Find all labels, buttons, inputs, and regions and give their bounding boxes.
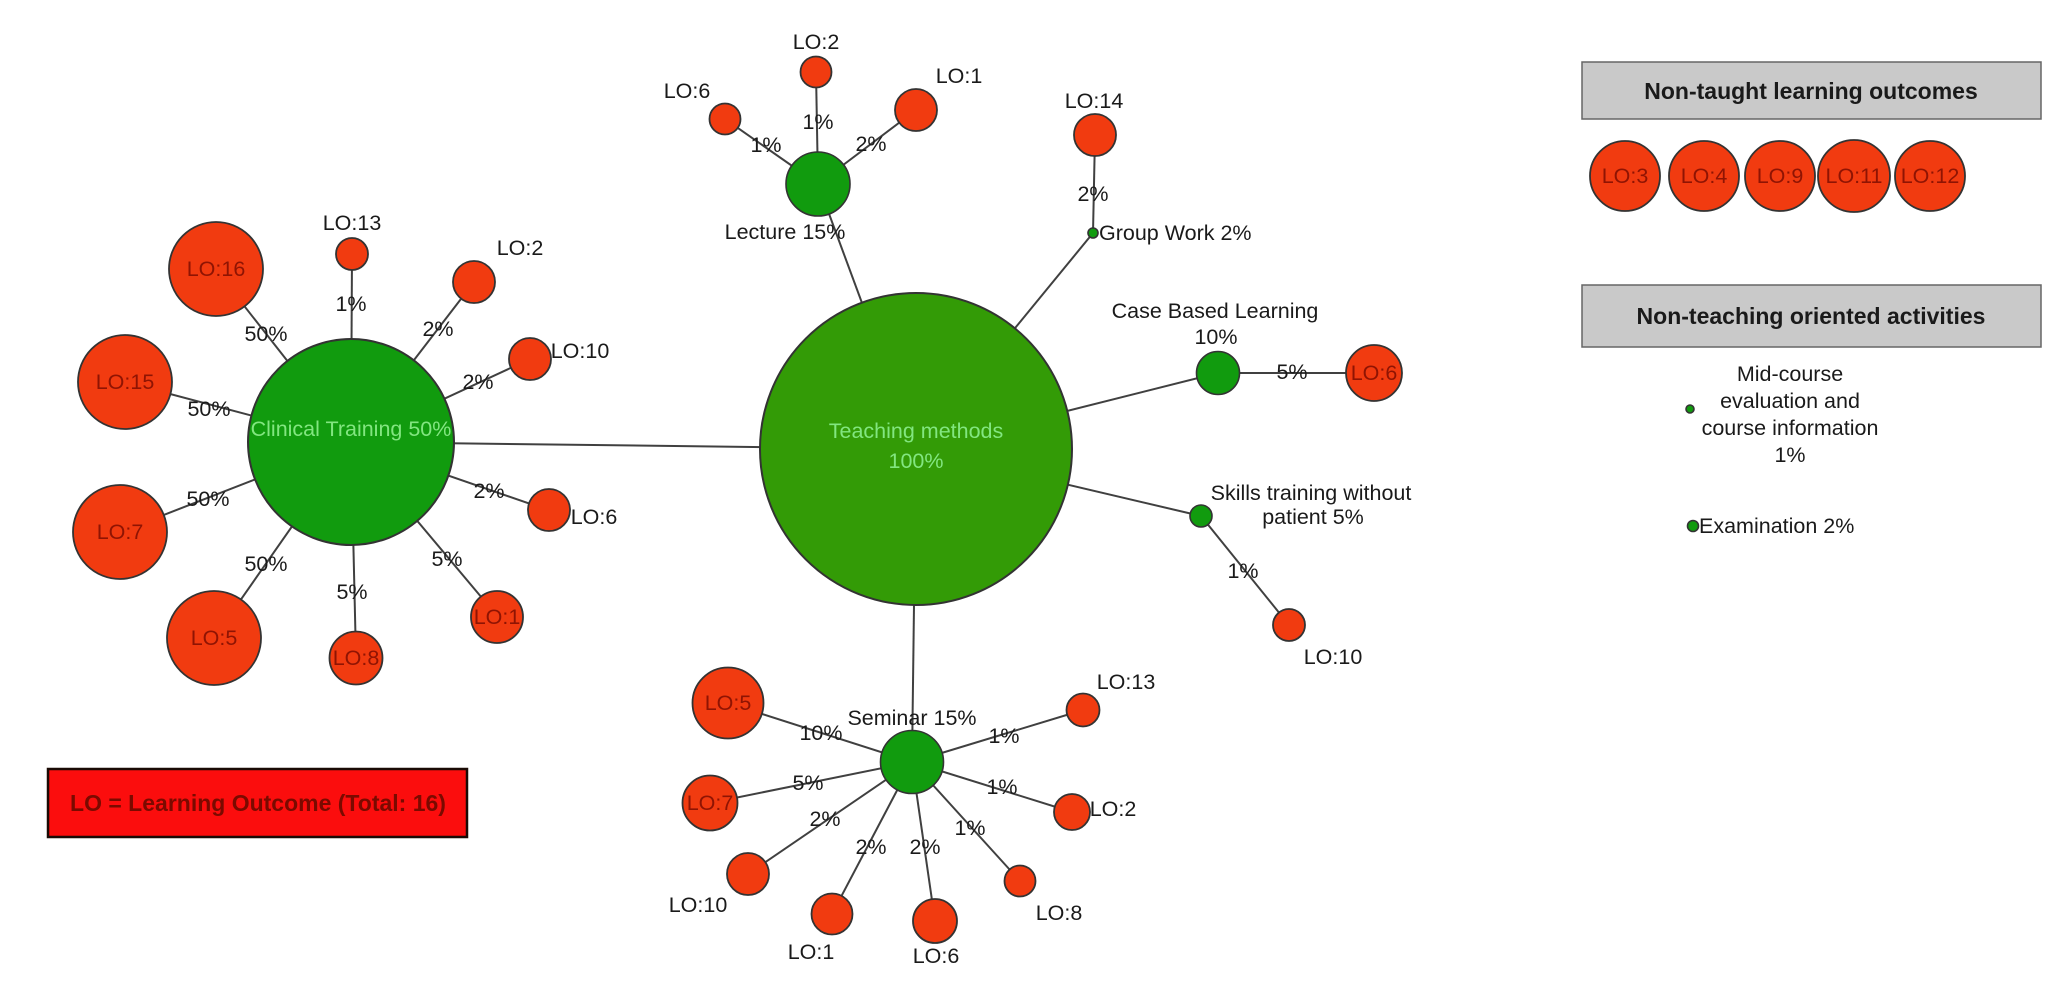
- svg-text:5%: 5%: [792, 771, 823, 795]
- svg-text:Lecture 15%: Lecture 15%: [725, 220, 846, 244]
- svg-text:LO:10: LO:10: [669, 893, 728, 917]
- svg-text:LO:15: LO:15: [96, 370, 155, 394]
- svg-text:patient 5%: patient 5%: [1262, 505, 1364, 529]
- svg-text:Teaching methods: Teaching methods: [829, 419, 1004, 443]
- svg-text:LO:14: LO:14: [1065, 89, 1124, 113]
- svg-text:5%: 5%: [431, 547, 462, 571]
- svg-text:LO:10: LO:10: [551, 339, 610, 363]
- svg-text:LO:6: LO:6: [913, 944, 960, 968]
- svg-text:Group Work 2%: Group Work 2%: [1099, 221, 1252, 245]
- svg-text:100%: 100%: [889, 449, 944, 473]
- svg-text:LO:13: LO:13: [1097, 670, 1156, 694]
- svg-text:LO:7: LO:7: [97, 520, 144, 544]
- svg-text:evaluation and: evaluation and: [1720, 389, 1860, 413]
- svg-text:10%: 10%: [1194, 325, 1237, 349]
- svg-text:50%: 50%: [186, 487, 229, 511]
- svg-text:Skills training without: Skills training without: [1211, 481, 1412, 505]
- svg-text:2%: 2%: [473, 479, 504, 503]
- svg-text:LO:5: LO:5: [705, 691, 752, 715]
- svg-text:LO:6: LO:6: [664, 79, 711, 103]
- svg-text:2%: 2%: [462, 370, 493, 394]
- svg-text:LO:13: LO:13: [323, 211, 382, 235]
- svg-text:2%: 2%: [855, 132, 886, 156]
- svg-text:2%: 2%: [855, 835, 886, 859]
- svg-text:LO:2: LO:2: [1090, 797, 1137, 821]
- svg-text:LO:2: LO:2: [793, 30, 840, 54]
- svg-text:LO:2: LO:2: [497, 236, 544, 260]
- svg-text:LO:8: LO:8: [1036, 901, 1083, 925]
- svg-text:Mid-course: Mid-course: [1737, 362, 1843, 386]
- svg-text:Seminar 15%: Seminar 15%: [847, 706, 976, 730]
- svg-text:10%: 10%: [799, 721, 842, 745]
- svg-text:1%: 1%: [954, 816, 985, 840]
- svg-text:LO:9: LO:9: [1757, 164, 1804, 188]
- svg-text:LO:16: LO:16: [187, 257, 246, 281]
- svg-text:50%: 50%: [244, 552, 287, 576]
- svg-text:1%: 1%: [750, 133, 781, 157]
- svg-text:Case Based Learning: Case Based Learning: [1112, 299, 1319, 323]
- svg-text:LO:8: LO:8: [333, 646, 380, 670]
- svg-text:LO:1: LO:1: [474, 605, 521, 629]
- svg-text:1%: 1%: [1227, 559, 1258, 583]
- svg-text:LO:10: LO:10: [1304, 645, 1363, 669]
- svg-text:LO:12: LO:12: [1901, 164, 1960, 188]
- svg-text:5%: 5%: [1276, 360, 1307, 384]
- svg-text:LO:1: LO:1: [936, 64, 983, 88]
- svg-text:LO:5: LO:5: [191, 626, 238, 650]
- svg-text:1%: 1%: [1774, 443, 1805, 467]
- svg-text:Examination 2%: Examination 2%: [1699, 514, 1854, 538]
- svg-text:50%: 50%: [187, 397, 230, 421]
- svg-text:5%: 5%: [336, 580, 367, 604]
- svg-text:2%: 2%: [422, 317, 453, 341]
- svg-text:LO:7: LO:7: [687, 791, 734, 815]
- svg-text:course information: course information: [1702, 416, 1879, 440]
- svg-text:LO:11: LO:11: [1826, 164, 1883, 188]
- svg-text:LO:6: LO:6: [1351, 361, 1398, 385]
- svg-text:Clinical Training 50%: Clinical Training 50%: [251, 417, 452, 441]
- svg-text:1%: 1%: [802, 110, 833, 134]
- svg-text:2%: 2%: [909, 835, 940, 859]
- svg-text:50%: 50%: [244, 322, 287, 346]
- svg-text:1%: 1%: [986, 775, 1017, 799]
- svg-text:LO:4: LO:4: [1681, 164, 1728, 188]
- svg-text:2%: 2%: [1077, 182, 1108, 206]
- svg-text:LO = Learning Outcome (Total:: LO = Learning Outcome (Total: 16): [70, 790, 446, 816]
- svg-text:LO:3: LO:3: [1602, 164, 1649, 188]
- svg-text:1%: 1%: [335, 292, 366, 316]
- svg-text:LO:6: LO:6: [571, 505, 618, 529]
- svg-text:Non-taught learning outcomes: Non-taught learning outcomes: [1644, 78, 1978, 104]
- svg-text:1%: 1%: [988, 724, 1019, 748]
- svg-text:LO:1: LO:1: [788, 940, 835, 964]
- svg-text:2%: 2%: [809, 807, 840, 831]
- svg-text:Non-teaching oriented activiti: Non-teaching oriented activities: [1637, 303, 1986, 329]
